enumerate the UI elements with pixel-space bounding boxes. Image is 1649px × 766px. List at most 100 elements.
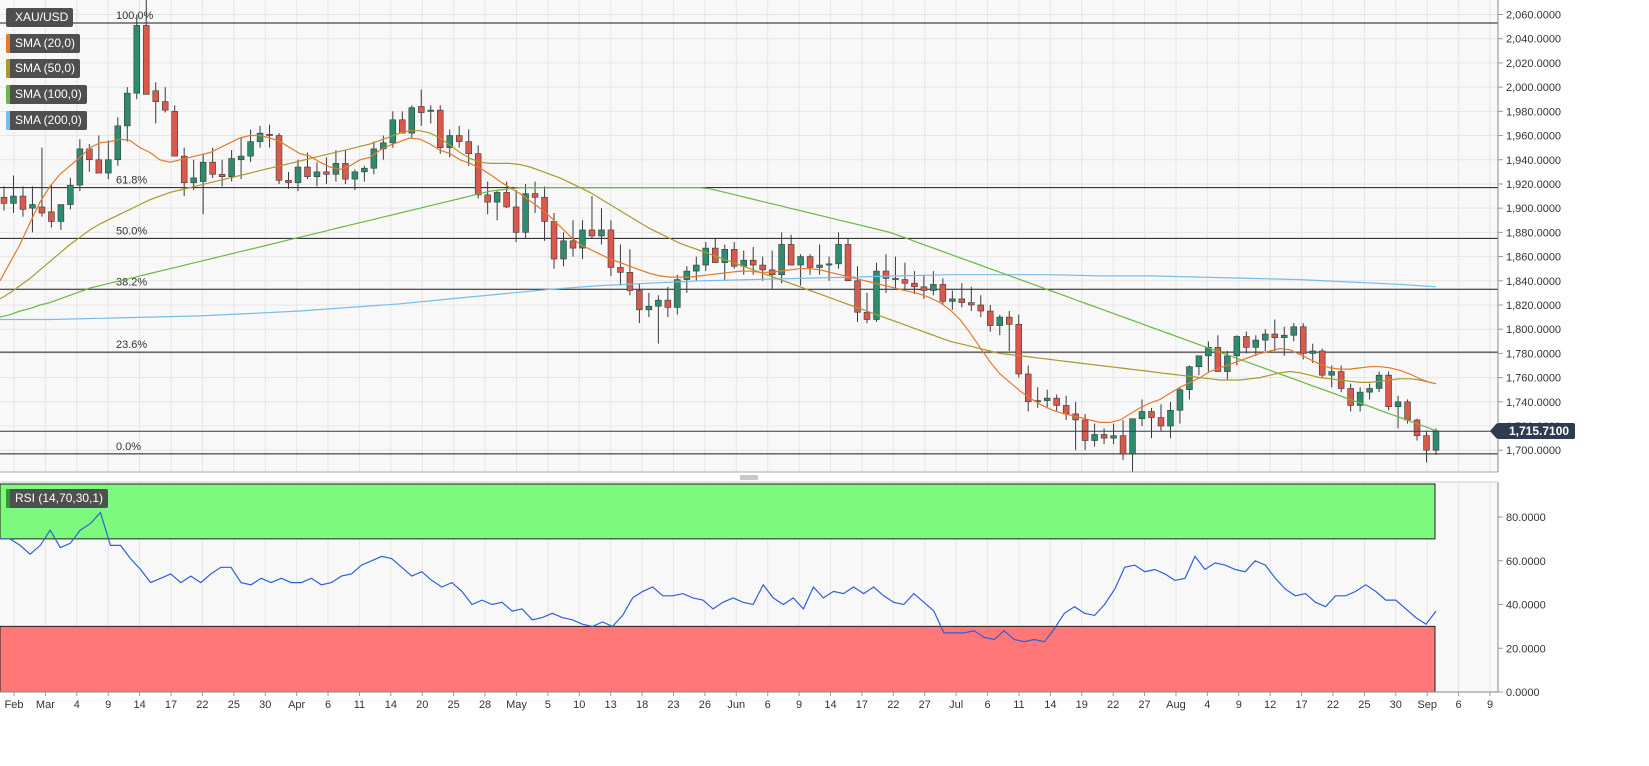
legend-sma-50[interactable]: SMA (50,0) xyxy=(6,59,81,78)
candle-body xyxy=(199,161,207,182)
legend-sma-100[interactable]: SMA (100,0) xyxy=(6,85,87,104)
time-tick-label: Aug xyxy=(1166,699,1186,711)
candle-body xyxy=(541,196,548,222)
candle-body xyxy=(427,109,434,112)
time-tick-label: 9 xyxy=(1236,699,1242,711)
candle-body xyxy=(901,279,909,284)
time-tick-label: 18 xyxy=(636,699,648,711)
candle-body xyxy=(342,163,349,180)
candle-body xyxy=(531,193,539,198)
price-tick-label: 1,900.0000 xyxy=(1506,203,1561,215)
legend-rsi[interactable]: RSI (14,70,30,1) xyxy=(6,489,109,508)
candle-body xyxy=(1138,411,1146,420)
price-tick-label: 1,860.0000 xyxy=(1506,252,1561,264)
candle-body xyxy=(1356,391,1364,406)
price-tick-label: 2,040.0000 xyxy=(1506,34,1561,46)
candle-body xyxy=(152,90,159,102)
candle-body xyxy=(598,229,605,237)
candle-body xyxy=(749,259,757,266)
fib-label: 23.6% xyxy=(116,339,147,351)
legend-sma-200[interactable]: SMA (200,0) xyxy=(6,111,87,130)
candle-body xyxy=(1423,435,1430,451)
candle-body xyxy=(275,135,283,181)
rsi-tick-label: 0.0000 xyxy=(1506,687,1540,699)
time-tick-label: 30 xyxy=(259,699,271,711)
price-tick-label: 2,020.0000 xyxy=(1506,58,1561,70)
candle-body xyxy=(105,159,112,174)
candle-body xyxy=(1119,435,1127,455)
time-tick-label: 20 xyxy=(416,699,428,711)
candle-body xyxy=(1091,434,1098,441)
candle-body xyxy=(664,299,672,308)
candle-body xyxy=(844,244,852,282)
candle-body xyxy=(1404,401,1411,421)
candle-body xyxy=(389,119,397,144)
candle-body xyxy=(797,256,804,266)
candle-body xyxy=(825,263,833,266)
candle-body xyxy=(19,195,27,210)
candle-body xyxy=(114,125,122,161)
time-tick-label: 6 xyxy=(325,699,331,711)
candle-body xyxy=(0,196,8,204)
time-tick-label: Feb xyxy=(5,699,24,711)
candle-body xyxy=(1110,435,1117,439)
candle-body xyxy=(304,166,311,177)
candle-body xyxy=(645,305,653,311)
candle-body xyxy=(10,195,17,204)
fib-label: 61.8% xyxy=(116,175,147,187)
candle-body xyxy=(1394,401,1402,407)
candle-body xyxy=(693,264,700,272)
price-tick-label: 1,740.0000 xyxy=(1506,397,1561,409)
time-tick-label: 17 xyxy=(165,699,177,711)
pane-splitter-handle xyxy=(740,475,758,480)
time-tick-label: 28 xyxy=(479,699,491,711)
candle-body xyxy=(863,311,871,320)
candle-body xyxy=(1006,316,1013,325)
time-tick-label: 25 xyxy=(448,699,460,711)
sma-100-line xyxy=(0,187,1437,432)
candle-body xyxy=(256,132,264,142)
time-tick-label: Apr xyxy=(288,699,305,711)
candle-body xyxy=(512,206,520,233)
candle-body xyxy=(759,264,766,271)
price-tick-label: 1,960.0000 xyxy=(1506,131,1561,143)
legend-sma-20[interactable]: SMA (20,0) xyxy=(6,34,81,53)
candle-body xyxy=(778,244,785,276)
time-tick-label: 25 xyxy=(1358,699,1370,711)
fib-label: 38.2% xyxy=(116,276,147,288)
candle-body xyxy=(1366,388,1373,393)
candle-body xyxy=(1262,333,1269,341)
candle-body xyxy=(987,310,994,326)
candle-body xyxy=(1043,397,1051,401)
time-tick-label: 6 xyxy=(984,699,990,711)
time-tick-label: Sep xyxy=(1417,699,1437,711)
time-tick-label: 23 xyxy=(667,699,679,711)
price-tick-label: 1,700.0000 xyxy=(1506,445,1561,457)
candle-body xyxy=(76,148,84,186)
time-tick-label: 22 xyxy=(196,699,208,711)
candle-body xyxy=(835,244,842,265)
candle-body xyxy=(474,153,482,196)
time-tick-label: 11 xyxy=(1013,699,1024,711)
time-tick-label: 10 xyxy=(573,699,585,711)
time-tick-label: 22 xyxy=(887,699,899,711)
candle-body xyxy=(124,92,131,127)
candle-body xyxy=(503,192,510,208)
candle-body xyxy=(57,204,65,222)
candle-body xyxy=(1167,409,1174,427)
candle-body xyxy=(702,247,710,266)
time-tick-label: 12 xyxy=(1264,699,1276,711)
candle-body xyxy=(436,109,444,148)
price-tick-label: 1,920.0000 xyxy=(1506,179,1561,191)
time-tick-label: 22 xyxy=(1107,699,1119,711)
rsi-tick-label: 20.0000 xyxy=(1506,643,1546,655)
candle-body xyxy=(1024,373,1032,403)
candle-body xyxy=(892,278,899,280)
time-tick-label: Mar xyxy=(36,699,55,711)
candle-body xyxy=(569,240,577,249)
time-tick-label: 25 xyxy=(228,699,240,711)
time-tick-label: 11 xyxy=(354,699,365,711)
fib-label: 0.0% xyxy=(116,441,141,453)
